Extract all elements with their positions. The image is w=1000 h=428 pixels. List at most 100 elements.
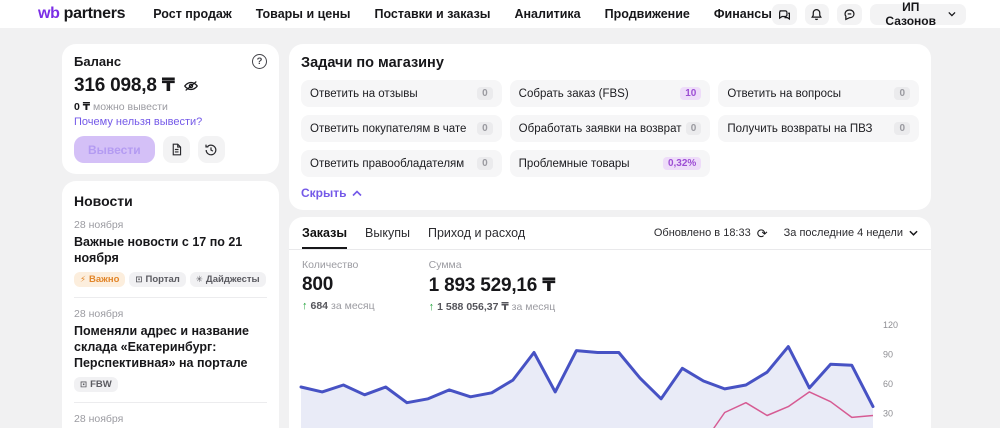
period-selector[interactable]: За последние 4 недели [784,227,918,239]
news-tag: ⊡ Портал [129,272,186,287]
tab[interactable]: Заказы [302,217,348,249]
news-headline: Поменяли адрес и название склада «Екатер… [74,324,250,370]
task-item[interactable]: Ответить на вопросы 0 [718,80,919,107]
chart-area: 030609012002.1104.1106.1108.1110.1112.11… [289,317,931,428]
right-column: Задачи по магазину Ответить на отзывы 0 … [289,44,931,428]
eye-off-icon[interactable] [183,79,199,93]
stat-block: Сумма 1 893 529,16 ₸ ↑ 1 588 056,37 ₸ за… [429,259,556,313]
refresh-control[interactable]: Обновлено в 18:33 ⟳ [654,227,768,240]
task-item[interactable]: Ответить правообладателям 0 [301,150,502,177]
task-count-badge: 0 [894,122,910,135]
nav-item[interactable]: Продвижение [604,7,690,21]
period-label: За последние 4 недели [783,227,903,239]
task-count-badge: 0 [477,87,493,100]
news-date: 28 ноября [74,413,124,425]
left-column: Баланс ? 316 098,8 ₸ 0 ₸ можно вывести П… [62,44,279,428]
messages-button[interactable] [771,3,797,25]
stats-row: Количество 800 ↑ 684 за месяц Сумма 1 89… [289,250,931,317]
news-divider [74,402,267,403]
svg-text:90: 90 [883,350,893,360]
task-label: Проблемные товары [518,157,630,170]
page-content: Баланс ? 316 098,8 ₸ 0 ₸ можно вывести П… [0,28,1000,428]
task-count-badge: 0 [477,122,493,135]
top-bar: wb partners Рост продаж Товары и цены Поста… [0,0,1000,28]
task-item[interactable]: Обработать заявки на возврат 0 [509,115,711,142]
nav-item[interactable]: Товары и цены [255,7,351,21]
nav-item[interactable]: Рост продаж [153,7,232,21]
stat-block: Количество 800 ↑ 684 за месяц [302,259,375,313]
withdraw-button[interactable]: Вывести [74,136,155,163]
updated-at: Обновлено в 18:33 [653,227,751,239]
tabs: Заказы Выкупы Приход и расход [302,217,525,249]
why-cant-withdraw-link[interactable]: Почему нельзя вывести? [74,116,203,128]
collapse-label: Скрыть [301,186,347,200]
tab[interactable]: Приход и расход [427,226,526,240]
collapse-tasks-link[interactable]: Скрыть [301,186,362,200]
news-tag: ⊡ FBW [74,377,118,392]
news-tag: ⚡ Важно [74,272,126,287]
news-tags: ⚡ Важно ⊡ Портал ✳ Дайджесты [74,272,267,287]
buyouts-line [713,391,874,428]
logo-partners: partners [63,5,126,22]
bell-icon [811,8,823,20]
news-item[interactable]: 28 ноября Некоторые СЦ в Казахстане с 28… [74,413,267,428]
documents-button[interactable] [162,136,190,163]
store-tasks-card: Задачи по магазину Ответить на отзывы 0 … [289,44,931,210]
available-amount: 0 ₸ [74,101,91,113]
notifications-button[interactable] [804,3,830,25]
task-label: Собрать заказ (FBS) [518,87,629,100]
delta-suffix: за месяц [511,301,556,313]
svg-text:120: 120 [883,320,898,330]
news-list: 28 ноября Важные новости с 17 по 21 нояб… [74,219,267,428]
y-axis-labels: 0306090120 [883,320,898,419]
task-label: Ответить на вопросы [727,87,842,100]
balance-amount: 316 098,8 ₸ [74,75,175,96]
wb-partners-logo[interactable]: wb partners [38,5,126,23]
task-item[interactable]: Собрать заказ (FBS) 10 [509,80,711,107]
news-divider [74,297,267,298]
nav-item[interactable]: Аналитика [514,7,581,21]
tag-icon: ✳ [195,274,203,284]
task-item[interactable]: Ответить покупателям в чате 0 [301,115,502,142]
delta-suffix: за месяц [331,300,375,312]
task-label: Обработать заявки на возврат [518,122,682,135]
tabs-row: Заказы Выкупы Приход и расход Обновлено в … [289,217,931,250]
news-item[interactable]: 28 ноября Поменяли адрес и название скла… [74,308,267,392]
messages-icon [778,9,790,20]
news-date: 28 ноября [74,308,124,320]
orders-area-fill [301,346,873,428]
nav-item[interactable]: Финансы [713,7,772,21]
nav-item[interactable]: Поставки и заказы [374,7,491,21]
feedback-button[interactable] [837,3,862,25]
available-to-withdraw: 0 ₸ можно вывести [74,101,267,113]
up-arrow-icon: ↑ [428,301,435,313]
orders-line-chart[interactable]: 030609012002.1104.1106.1108.1110.1112.11… [297,319,919,428]
news-tag: ✳ Дайджесты [189,272,266,287]
news-title: Новости [74,193,133,209]
news-tags: ⊡ FBW [74,377,267,392]
task-count-badge: 0,32% [662,157,702,170]
svg-text:30: 30 [883,409,893,419]
orders-chart-card: Заказы Выкупы Приход и расход Обновлено в … [289,217,931,428]
tab[interactable]: Выкупы [365,226,410,240]
tasks-title: Задачи по магазину [301,55,444,71]
delta-value: 1 588 056,37 ₸ [437,301,509,313]
history-clock-icon [205,144,217,155]
chevron-down-icon [909,230,918,236]
news-item[interactable]: 28 ноября Важные новости с 17 по 21 нояб… [74,219,267,287]
task-item[interactable]: Ответить на отзывы 0 [301,80,502,107]
tag-icon: ⊡ [135,274,143,284]
stat-value: 800 [302,274,334,295]
task-count-badge: 0 [477,157,493,170]
account-menu-button[interactable]: ИП Сазонов [869,0,966,28]
available-label: можно вывести [93,101,168,113]
task-item[interactable]: Проблемные товары 0,32% [509,150,711,177]
orders-line [299,345,875,409]
balance-help-button[interactable]: ? [252,54,267,69]
history-button[interactable] [197,136,225,163]
balance-title: Баланс [74,54,122,69]
svg-text:60: 60 [883,379,893,389]
task-item[interactable]: Получить возвраты на ПВЗ 0 [718,115,919,142]
task-count-badge: 10 [680,87,702,100]
balance-card: Баланс ? 316 098,8 ₸ 0 ₸ можно вывести П… [62,44,279,174]
